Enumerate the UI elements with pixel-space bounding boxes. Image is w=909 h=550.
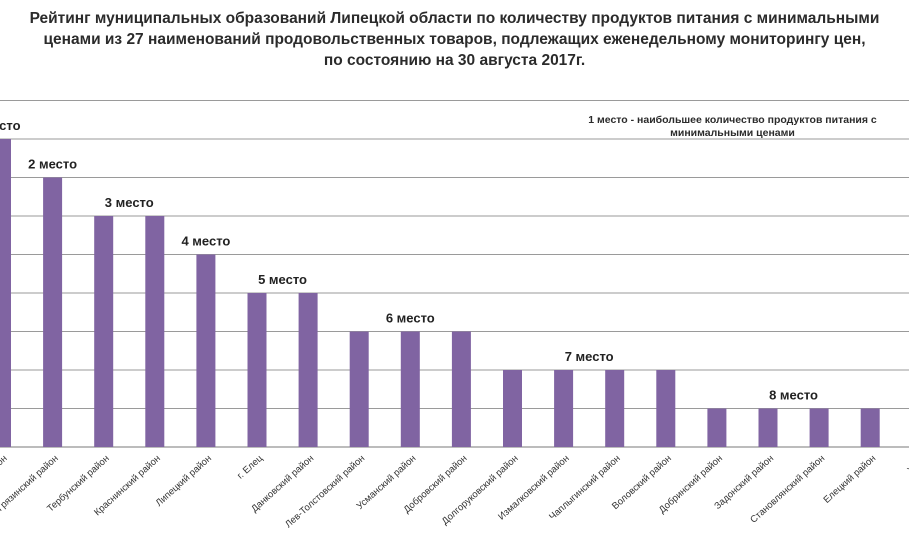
bar: [758, 408, 778, 447]
x-tick-label: Хлев: [905, 453, 909, 476]
bar: [656, 370, 676, 447]
x-tick-label: г. Елец: [235, 453, 265, 482]
bar: [298, 293, 318, 447]
bar: [196, 254, 216, 447]
chart-title-line-3: по состоянию на 30 августа 2017г.: [323, 52, 586, 69]
bar: [94, 216, 114, 447]
x-tick-label: Елецкий район: [821, 453, 878, 506]
place-label: 4 место: [181, 234, 230, 249]
place-label: 7 место: [565, 349, 614, 364]
bar: [605, 370, 625, 447]
chart-title: Рейтинг муниципальных образований Липецк…: [10, 8, 899, 71]
bar: [860, 408, 880, 447]
place-label: 6 место: [386, 311, 435, 326]
bar: [43, 177, 63, 447]
place-label: место: [0, 118, 21, 133]
bar: [707, 408, 727, 447]
place-label: 8 место: [769, 388, 818, 403]
bar: [349, 331, 369, 447]
place-label: 2 место: [28, 157, 77, 172]
x-tick-label: Липецкий район: [154, 453, 214, 509]
place-label: 5 место: [258, 272, 307, 287]
bar: [451, 331, 471, 447]
place-label: 3 место: [105, 195, 154, 210]
bar: [554, 370, 574, 447]
bar: [247, 293, 267, 447]
bar: [400, 331, 420, 447]
bar: [0, 139, 11, 447]
bar: [145, 216, 165, 447]
x-tick-label: ский район: [0, 453, 10, 494]
bar: [809, 408, 829, 447]
bar: [503, 370, 522, 447]
chart-note: 1 место - наибольшее количество продукто…: [588, 114, 877, 139]
chart-title-line-2: ценами из 27 наименований продовольствен…: [43, 31, 866, 48]
chart-title-line-1: Рейтинг муниципальных образований Липецк…: [29, 10, 880, 27]
